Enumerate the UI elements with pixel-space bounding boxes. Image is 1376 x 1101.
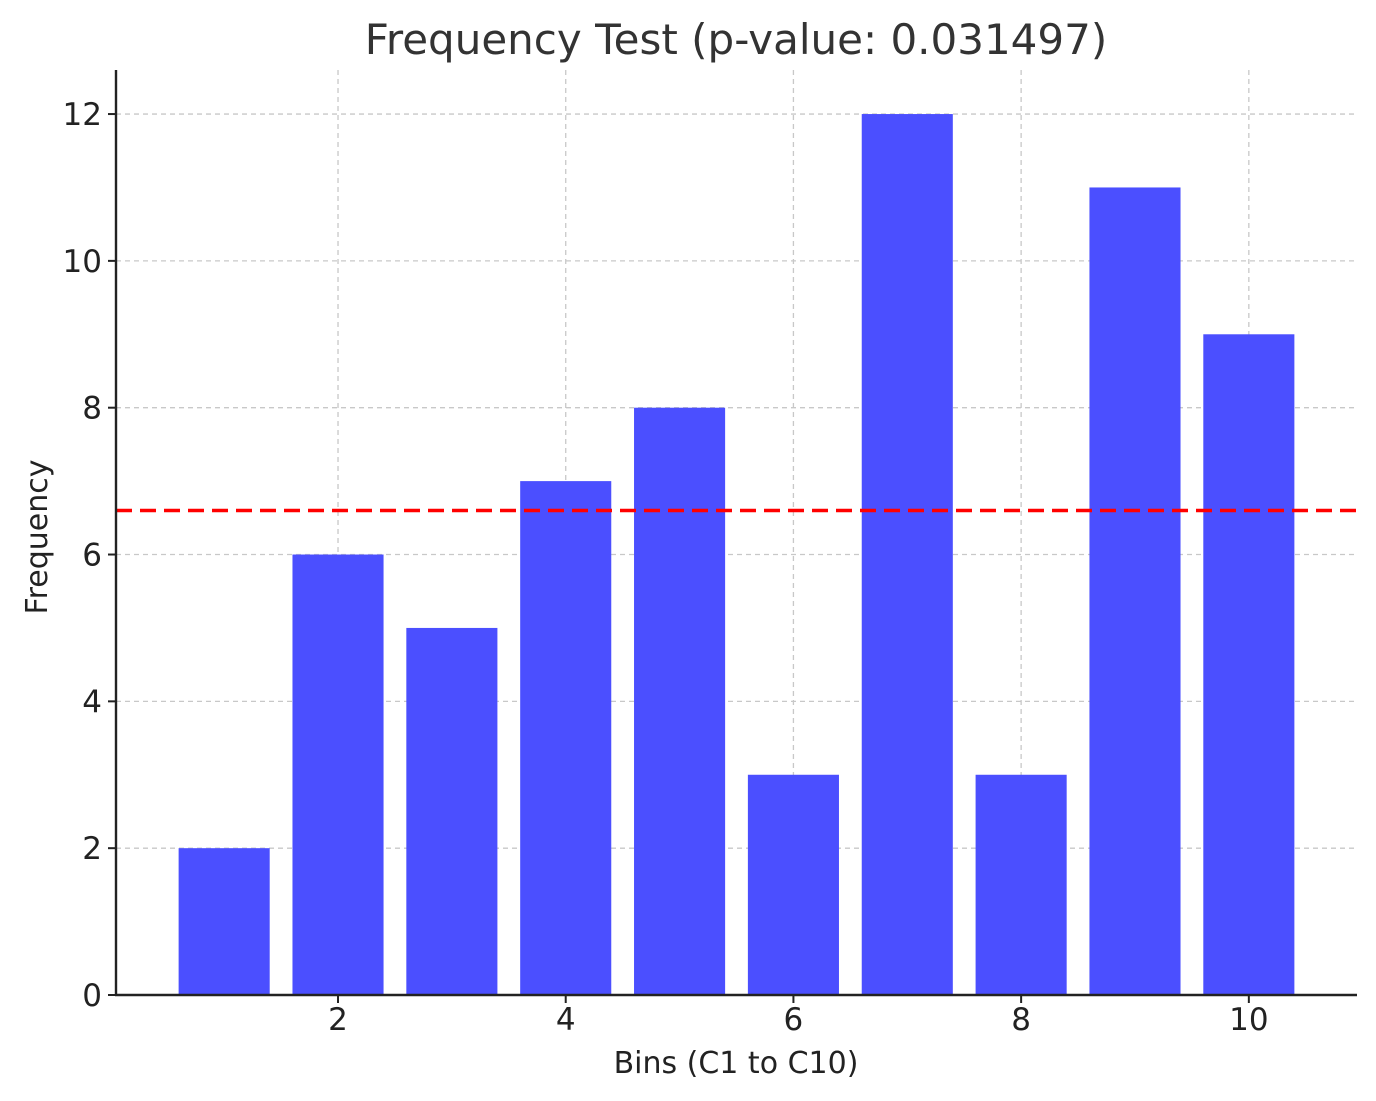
chart-title: Frequency Test (p-value: 0.031497) — [365, 15, 1107, 64]
bar-1 — [178, 848, 270, 995]
bars — [178, 114, 1295, 996]
axes — [114, 70, 1357, 997]
x-tick-label-6: 6 — [784, 1002, 804, 1038]
y-tick-label-10: 10 — [63, 244, 102, 280]
bar-4 — [520, 481, 612, 996]
bar-9 — [1089, 187, 1181, 995]
tick-labels: 0 2 4 6 8 10 12 2 4 6 8 10 — [63, 97, 1269, 1038]
bar-10 — [1203, 334, 1295, 995]
x-axis-label: Bins (C1 to C10) — [614, 1046, 859, 1081]
x-tick-label-4: 4 — [556, 1002, 576, 1038]
y-axis-label: Frequency — [20, 460, 55, 615]
x-tick-label-2: 2 — [328, 1002, 348, 1038]
y-tick-label-4: 4 — [82, 684, 102, 720]
y-tick-label-6: 6 — [82, 538, 102, 574]
y-tick-label-0: 0 — [82, 978, 102, 1014]
bar-8 — [975, 774, 1067, 995]
y-tick-label-8: 8 — [82, 391, 102, 427]
bar-5 — [634, 407, 726, 995]
x-tick-label-8: 8 — [1011, 1002, 1031, 1038]
bar-6 — [747, 774, 839, 995]
bar-3 — [406, 627, 498, 995]
y-tick-label-2: 2 — [82, 831, 102, 867]
bar-2 — [292, 554, 384, 995]
bar-7 — [861, 114, 953, 996]
x-tick-label-10: 10 — [1229, 1002, 1268, 1038]
y-tick-label-12: 12 — [63, 97, 102, 133]
